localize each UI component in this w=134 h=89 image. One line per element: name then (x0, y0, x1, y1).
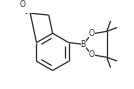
Text: B: B (81, 40, 86, 49)
Text: O: O (89, 29, 95, 38)
Text: O: O (89, 50, 95, 59)
Text: O: O (19, 0, 25, 9)
